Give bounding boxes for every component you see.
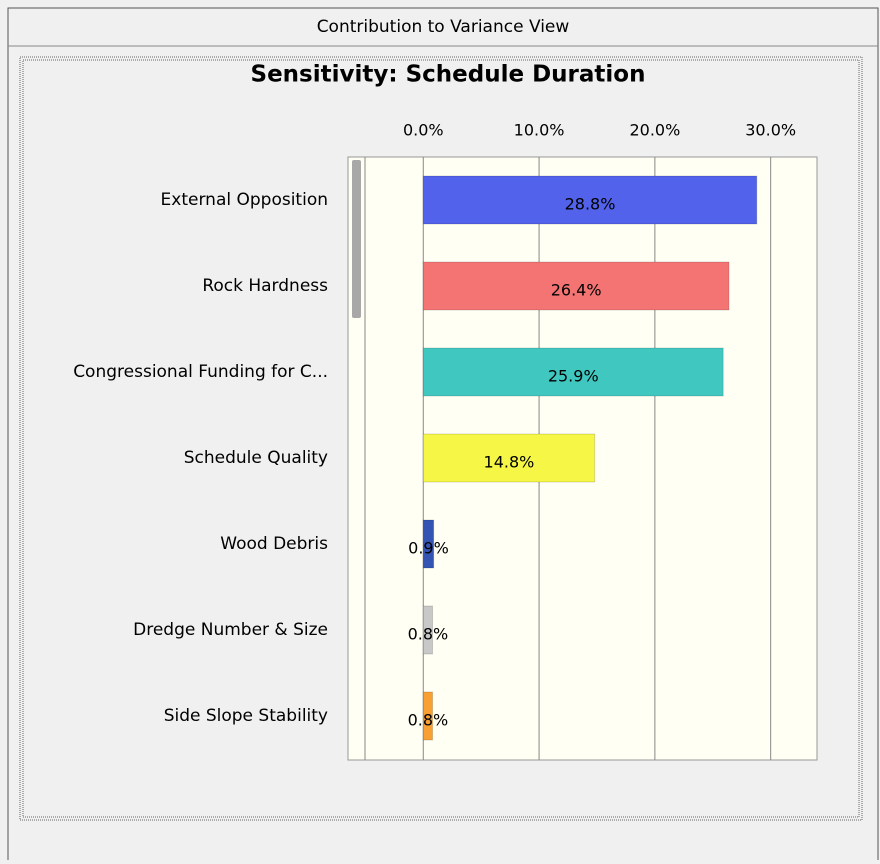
scrollbar-thumb[interactable]	[352, 160, 361, 318]
bar	[422, 519, 435, 569]
value-label: 14.8%	[484, 453, 535, 472]
chart-title: Sensitivity: Schedule Duration	[251, 62, 646, 88]
bar	[422, 433, 596, 483]
value-label: 0.9%	[408, 539, 449, 558]
category-label: External Opposition	[161, 190, 328, 210]
category-label: Side Slope Stability	[164, 706, 328, 726]
chart-frame-inner	[22, 59, 860, 818]
x-tick-label: 30.0%	[745, 121, 796, 140]
category-label: Congressional Funding for C...	[73, 362, 328, 382]
bar	[422, 175, 758, 225]
value-label: 26.4%	[551, 281, 602, 300]
category-label: Schedule Quality	[184, 448, 328, 468]
category-label: Wood Debris	[220, 534, 328, 554]
value-label: 0.8%	[408, 711, 449, 730]
x-tick-label: 10.0%	[514, 121, 565, 140]
x-tick-label: 0.0%	[403, 121, 444, 140]
value-label: 0.8%	[408, 625, 449, 644]
window-title: Contribution to Variance View	[317, 17, 570, 37]
bar	[422, 605, 434, 655]
x-tick-label: 20.0%	[629, 121, 680, 140]
bar	[422, 347, 724, 397]
category-label: Dredge Number & Size	[133, 620, 328, 640]
bar	[422, 261, 730, 311]
category-label: Rock Hardness	[202, 276, 328, 296]
bar	[422, 691, 434, 741]
value-label: 28.8%	[565, 195, 616, 214]
value-label: 25.9%	[548, 367, 599, 386]
